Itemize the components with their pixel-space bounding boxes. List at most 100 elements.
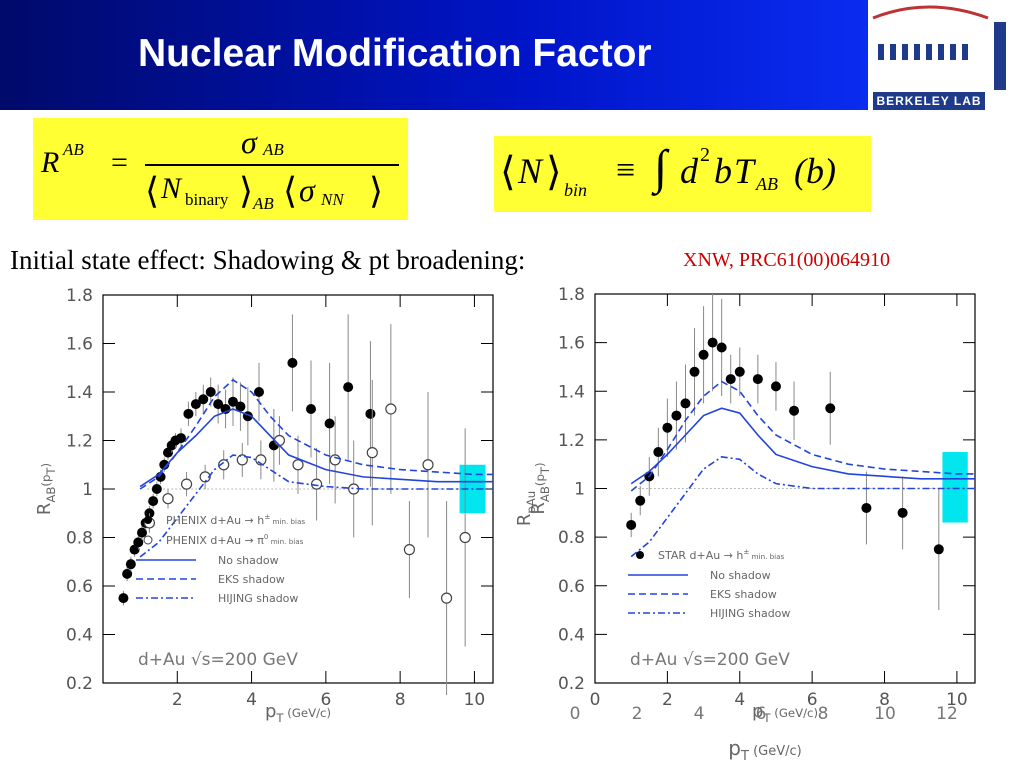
data-point-filled: [133, 537, 144, 548]
data-point-filled: [306, 403, 316, 414]
legend-marker-filled: [636, 551, 644, 559]
formula-den-sigma: σ: [299, 172, 315, 208]
theory-curve-dashed: [139, 378, 493, 490]
theory-curve-dashed: [630, 380, 975, 492]
y-axis-label: RAB(pT): [528, 462, 552, 514]
x-axis-label: pT (GeV/c): [752, 701, 818, 725]
data-point-filled: [680, 398, 691, 409]
y-tick-label: 0.4: [66, 626, 93, 646]
slide-header: Nuclear Modification Factor: [0, 0, 868, 110]
energy-annotation: d+Au √s=200 GeV: [138, 650, 298, 670]
formula-b: b: [714, 151, 732, 191]
data-point-filled: [662, 422, 673, 433]
formula-t: T: [734, 151, 755, 191]
y-tick-label: 0.8: [66, 529, 93, 549]
data-point-filled: [671, 410, 682, 421]
slide-title: Nuclear Modification Factor: [138, 32, 652, 75]
data-point-filled: [734, 366, 745, 377]
x-tick-label: 4: [734, 690, 745, 710]
data-point-filled: [148, 496, 159, 507]
data-point-open: [292, 459, 304, 471]
data-point-filled: [190, 399, 201, 410]
lab-building-icon: [872, 5, 1006, 90]
bracket-right: ⟩: [546, 149, 562, 194]
data-point-filled: [118, 593, 129, 604]
bottom-x-tick-label: 10: [874, 704, 896, 724]
data-point-open: [403, 544, 416, 556]
formula-lhs-sup: AB: [63, 140, 84, 159]
data-point-filled: [254, 387, 264, 397]
normalization-band: [942, 452, 968, 523]
y-tick-label: 1.8: [66, 286, 93, 306]
data-point-open: [218, 459, 230, 471]
formula-equiv: ≡: [616, 152, 636, 189]
formula-numerator-sub: AB: [263, 140, 284, 159]
y-tick-label: 1.8: [558, 285, 585, 305]
y-tick-label: 1.6: [66, 335, 93, 355]
formula-nbin: ⟨ N ⟩ bin ≡ ∫ d 2 b T AB (b): [494, 136, 871, 212]
formula-equals: =: [111, 146, 128, 179]
legend-marker-filled: [144, 516, 152, 524]
berkeley-lab-logo: BERKELEY LAB: [868, 0, 1024, 112]
bracket-left: ⟨: [145, 171, 160, 211]
y-tick-label: 0.2: [558, 674, 585, 694]
data-point-filled: [933, 544, 944, 555]
data-point-open: [422, 459, 434, 471]
data-point-filled: [205, 387, 216, 397]
y-tick-label: 0.6: [66, 577, 93, 597]
data-point-filled: [365, 408, 376, 419]
x-tick-label: 8: [879, 690, 890, 710]
data-point-open: [162, 493, 174, 505]
logo-text: BERKELEY LAB: [873, 92, 985, 110]
data-point-filled: [716, 342, 727, 353]
data-point-filled: [897, 507, 908, 518]
data-point-filled: [228, 396, 238, 407]
legend-label: No shadow: [710, 569, 771, 582]
bracket-left-2: ⟨: [283, 171, 298, 211]
data-point-filled: [707, 337, 718, 348]
bottom-x-tick-label: 4: [694, 704, 705, 724]
data-point-filled: [653, 447, 664, 458]
data-point-filled: [137, 527, 147, 538]
data-point-open: [310, 478, 323, 490]
data-point-filled: [122, 568, 133, 579]
formula-den-n-outsub: AB: [253, 194, 274, 213]
y-tick-label: 1: [82, 480, 93, 500]
formula-sup2: 2: [700, 144, 710, 166]
y-tick-label: 0.6: [558, 577, 585, 597]
formula-integral: ∫: [654, 141, 668, 194]
data-point-filled: [176, 433, 186, 444]
data-point-filled: [151, 484, 162, 494]
data-point-filled: [770, 381, 781, 392]
bottom-x-tick-label: 8: [818, 704, 829, 724]
theory-curve-dashdot: [139, 454, 493, 558]
legend-label: EKS shadow: [218, 573, 285, 586]
phenix-raa-chart: 0.2 0.4 0.6 0.8 1 1.2 1.4 1.6 1.8 2 4 6 8 10 pT (GeV/c…: [34, 286, 494, 725]
legend-label: No shadow: [218, 554, 279, 567]
x-tick-label: 2: [662, 690, 673, 710]
data-point-filled: [825, 403, 836, 414]
x-tick-label: 6: [320, 690, 331, 710]
theory-curve-dashdot: [630, 456, 975, 558]
data-point-filled: [789, 405, 800, 416]
y-tick-label: 0.8: [558, 528, 585, 548]
y-tick-label: 1.6: [558, 334, 585, 354]
formula-d: d: [680, 151, 698, 191]
legend-label: STAR d+Au → h± min. bias: [658, 547, 785, 562]
formula-n-sub: bin: [564, 180, 588, 200]
bottom-x-tick-label: 0: [570, 704, 581, 724]
x-axis-label: pT (GeV/c): [265, 701, 331, 725]
formula-arg: (b): [794, 151, 836, 191]
x-tick-label: 4: [246, 690, 257, 710]
data-point-filled: [861, 502, 872, 513]
data-point-filled: [213, 399, 224, 410]
data-point-open: [236, 454, 248, 466]
data-point-open: [329, 454, 341, 466]
data-point-filled: [235, 401, 246, 412]
y-axis-label: RAB(pT): [34, 463, 58, 515]
y-axis-overlay-label: RpAu: [514, 491, 538, 526]
x-tick-label: 10: [464, 690, 486, 710]
bracket-right-2: ⟩: [369, 171, 384, 211]
y-tick-label: 1.2: [66, 432, 93, 452]
